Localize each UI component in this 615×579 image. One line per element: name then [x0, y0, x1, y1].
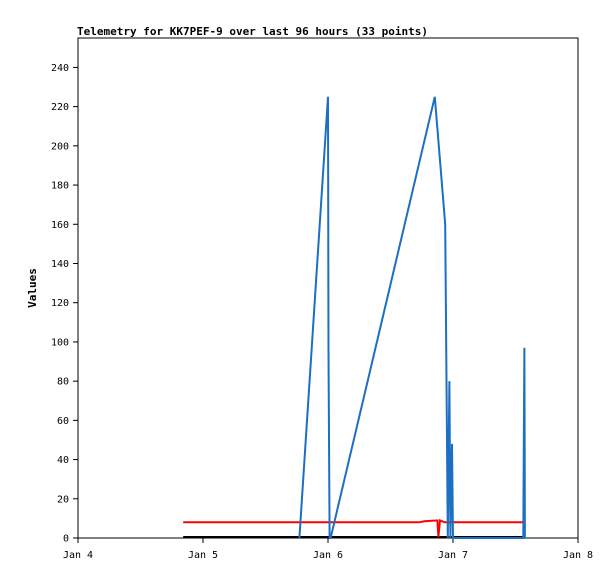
y-tick-label: 60 — [57, 416, 69, 427]
y-tick-label: 100 — [51, 337, 69, 348]
y-axis: 0 20 40 60 80 100 120 140 160 180 200 220 240 — [51, 63, 78, 545]
y-tick-label: 160 — [51, 220, 69, 231]
y-tick-label: 120 — [51, 298, 69, 309]
y-tick-label: 20 — [57, 494, 69, 505]
y-tick-label: 220 — [51, 102, 69, 113]
x-tick-label: Jan 5 — [188, 550, 218, 561]
y-tick-label: 80 — [57, 377, 69, 388]
y-tick-label: 0 — [63, 534, 69, 545]
chart-title: Telemetry for KK7PEF-9 over last 96 hour… — [77, 25, 428, 38]
x-axis: Jan 4 Jan 5 Jan 6 Jan 7 Jan 8 — [63, 538, 593, 561]
series-line-3 — [298, 96, 526, 539]
y-axis-label: Values — [26, 268, 39, 308]
y-tick-label: 140 — [51, 259, 69, 270]
y-tick-label: 200 — [51, 141, 69, 152]
x-tick-label: Jan 8 — [563, 550, 593, 561]
y-tick-label: 240 — [51, 63, 69, 74]
x-tick-label: Jan 6 — [313, 550, 343, 561]
series-line-2 — [183, 518, 524, 538]
x-tick-label: Jan 7 — [438, 550, 468, 561]
y-tick-label: 40 — [57, 455, 69, 466]
y-tick-label: 180 — [51, 181, 69, 192]
x-tick-label: Jan 4 — [63, 550, 93, 561]
series-layer — [183, 96, 526, 539]
